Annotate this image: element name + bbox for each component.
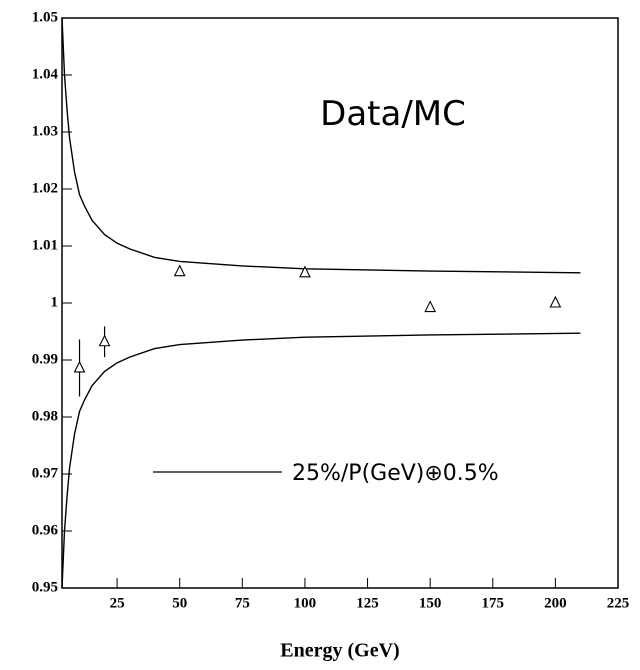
data-point bbox=[424, 300, 437, 313]
y-tick-label: 1.05 bbox=[32, 9, 58, 25]
y-tick-label: 1.03 bbox=[32, 123, 58, 139]
x-tick-label: 150 bbox=[419, 595, 442, 611]
y-tick-label: 0.98 bbox=[32, 408, 58, 424]
data-point bbox=[73, 360, 86, 373]
x-axis-label: Energy (GeV) bbox=[280, 640, 399, 662]
x-tick-label: 200 bbox=[544, 595, 567, 611]
data-point bbox=[299, 265, 311, 278]
x-tick-label: 125 bbox=[356, 595, 379, 611]
y-tick-label: 0.96 bbox=[32, 522, 59, 538]
x-tick-label: 100 bbox=[294, 595, 317, 611]
y-tick-label: 1.01 bbox=[32, 237, 58, 253]
data-point bbox=[98, 334, 111, 347]
y-tick-label: 1.04 bbox=[32, 66, 59, 82]
y-tick-label: 0.97 bbox=[32, 465, 59, 481]
x-tick-label: 225 bbox=[607, 595, 630, 611]
x-tick-label: 25 bbox=[110, 595, 125, 611]
data-point bbox=[173, 264, 186, 277]
data-point bbox=[549, 295, 562, 308]
legend-label: 25%/P(GeV)⊕0.5% bbox=[292, 461, 499, 486]
x-tick-label: 175 bbox=[482, 595, 505, 611]
curve-lower bbox=[61, 332, 581, 589]
curve-upper bbox=[61, 17, 581, 274]
y-tick-label: 0.95 bbox=[32, 579, 58, 595]
x-tick-label: 50 bbox=[172, 595, 187, 611]
annotation: Data/MC bbox=[320, 94, 466, 134]
y-tick-label: 0.99 bbox=[32, 351, 58, 367]
y-tick-label: 1 bbox=[51, 294, 59, 310]
x-tick-label: 75 bbox=[235, 595, 250, 611]
y-tick-label: 1.02 bbox=[32, 180, 58, 196]
